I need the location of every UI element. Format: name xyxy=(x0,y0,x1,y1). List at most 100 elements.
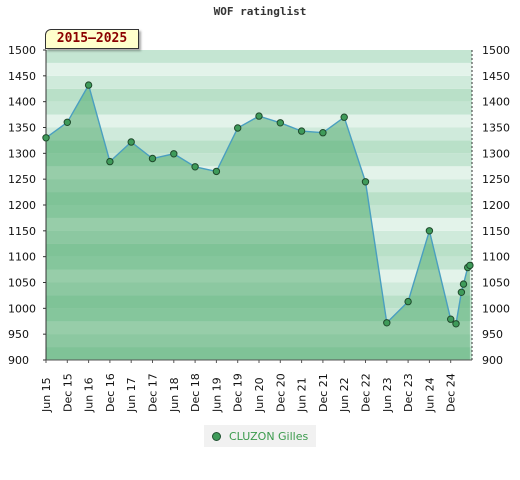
data-point xyxy=(425,227,434,235)
x-tick-label: Jun 15 xyxy=(40,377,53,413)
y-tick-label-left: 900 xyxy=(8,354,29,367)
band xyxy=(46,269,472,283)
y-tick-label-left: 1100 xyxy=(8,251,36,264)
data-point xyxy=(466,261,474,270)
band xyxy=(46,166,472,180)
period-label: 2015—2025 xyxy=(45,29,139,49)
data-point xyxy=(459,280,468,288)
x-tick-label: Dec 16 xyxy=(104,373,117,412)
x-tick-label: Dec 17 xyxy=(147,373,160,412)
x-tick-label: Dec 19 xyxy=(232,373,245,412)
y-tick-label-right: 1150 xyxy=(482,225,510,238)
band xyxy=(46,347,472,360)
x-tick-label: Jun 18 xyxy=(168,377,181,413)
y-tick-label-right: 1200 xyxy=(482,199,510,212)
y-tick-label-left: 1500 xyxy=(8,44,36,57)
band xyxy=(46,230,472,244)
y-tick-label-right: 1300 xyxy=(482,147,510,160)
data-point xyxy=(127,138,135,146)
y-tick-label-right: 950 xyxy=(482,328,503,341)
y-tick-label-right: 1000 xyxy=(482,302,510,315)
data-point xyxy=(212,167,221,176)
x-tick-label: Dec 21 xyxy=(317,373,330,412)
legend-label: CLUZON Gilles xyxy=(229,429,309,443)
data-point xyxy=(42,134,50,142)
band xyxy=(46,140,472,154)
y-tick-label-left: 1050 xyxy=(8,277,36,290)
band xyxy=(46,295,472,309)
x-tick-label: Dec 24 xyxy=(445,373,458,412)
band xyxy=(46,75,472,89)
band xyxy=(46,217,472,231)
x-tick-label: Jun 16 xyxy=(83,377,96,413)
data-point xyxy=(383,319,391,327)
x-tick-label: Jun 22 xyxy=(338,377,351,413)
x-tick-label: Dec 15 xyxy=(61,373,74,412)
band xyxy=(46,127,472,141)
data-point xyxy=(191,163,199,171)
y-tick-label-left: 1300 xyxy=(8,147,36,160)
x-tick-label: Jun 20 xyxy=(253,377,266,413)
band xyxy=(46,256,472,270)
data-point xyxy=(452,320,460,328)
band xyxy=(46,101,472,115)
x-tick-label: Jun 23 xyxy=(381,377,394,413)
band xyxy=(46,88,472,102)
series-area xyxy=(46,85,470,360)
x-tick-label: Dec 18 xyxy=(189,373,202,412)
data-point xyxy=(404,297,412,306)
data-point xyxy=(106,157,114,166)
band xyxy=(46,50,472,63)
band xyxy=(46,114,472,128)
chart-title: WOF ratinglist xyxy=(213,5,307,18)
band xyxy=(46,308,472,322)
data-point xyxy=(361,178,370,186)
data-point xyxy=(319,129,327,137)
legend-marker-icon xyxy=(212,431,221,441)
y-tick-label-left: 1250 xyxy=(8,173,36,186)
data-point xyxy=(297,127,306,135)
band xyxy=(46,282,472,296)
y-tick-label-right: 1400 xyxy=(482,96,510,109)
tick-labels: 900 900 950 950 1000 1000 1050 1050 1100 1100 1150… xyxy=(8,44,510,413)
y-tick-label-left: 1450 xyxy=(8,70,36,83)
y-tick-label-right: 1050 xyxy=(482,277,510,290)
data-points xyxy=(42,81,474,328)
y-tick-label-right: 1500 xyxy=(482,44,510,57)
x-tick-label: Dec 20 xyxy=(274,373,287,412)
data-point xyxy=(340,113,348,121)
legend[interactable]: CLUZON Gilles xyxy=(204,425,316,447)
background-bands xyxy=(46,50,472,360)
y-tick-label-right: 1350 xyxy=(482,122,510,135)
data-point xyxy=(255,112,263,120)
band xyxy=(46,192,472,205)
band xyxy=(46,321,472,335)
band xyxy=(46,334,472,348)
data-point xyxy=(234,124,242,132)
data-point xyxy=(148,154,157,163)
data-point xyxy=(170,150,178,158)
x-tick-label: Dec 22 xyxy=(360,373,373,412)
x-tick-label: Dec 23 xyxy=(402,373,415,412)
data-point xyxy=(457,288,466,296)
band xyxy=(46,62,472,76)
x-tick-label: Jun 17 xyxy=(125,377,138,413)
x-tick-label: Jun 24 xyxy=(423,377,436,413)
data-point xyxy=(276,119,284,127)
y-tick-label-right: 1450 xyxy=(482,70,510,83)
y-tick-label-left: 1000 xyxy=(8,302,36,315)
x-tick-label: Jun 21 xyxy=(296,377,309,413)
y-tick-label-left: 1350 xyxy=(8,122,36,135)
y-tick-label-right: 1100 xyxy=(482,251,510,264)
y-tick-label-left: 1400 xyxy=(8,96,36,109)
data-point xyxy=(447,315,455,323)
y-tick-label-right: 1250 xyxy=(482,173,510,186)
y-tick-label-left: 1150 xyxy=(8,225,36,238)
data-point xyxy=(84,81,93,89)
band xyxy=(46,205,472,218)
data-point xyxy=(63,118,72,127)
x-tick-label: Jun 19 xyxy=(210,377,223,413)
y-tick-label-right: 900 xyxy=(482,354,503,367)
y-tick-label-left: 950 xyxy=(8,328,29,341)
